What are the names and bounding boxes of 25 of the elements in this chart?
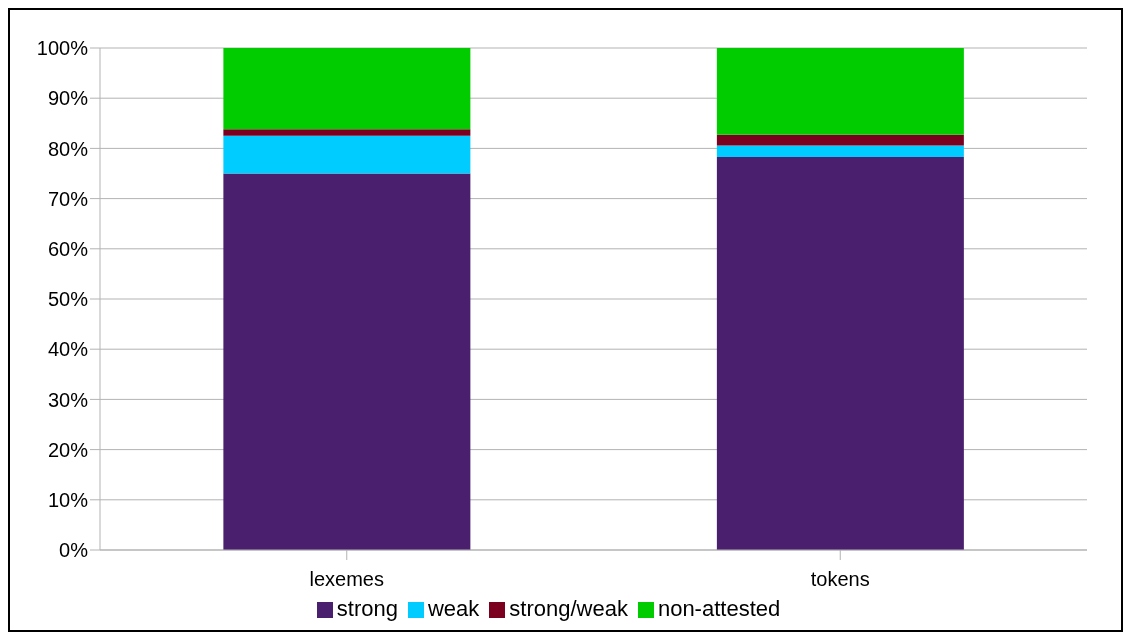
y-tick-label: 20% xyxy=(47,438,89,461)
bar xyxy=(223,129,471,136)
y-tick-label: 10% xyxy=(47,488,89,511)
bar xyxy=(716,156,964,550)
y-tick-label: 40% xyxy=(47,338,89,361)
y-tick-label: 100% xyxy=(36,37,89,60)
x-tick-label: lexemes xyxy=(309,568,384,591)
y-tick-label: 50% xyxy=(47,288,89,311)
bar xyxy=(223,48,471,130)
legend-label: strong/weak xyxy=(509,596,628,621)
legend-label: weak xyxy=(427,596,480,621)
y-tick-label: 70% xyxy=(47,187,89,210)
y-tick-label: 60% xyxy=(47,237,89,260)
y-tick-label: 90% xyxy=(47,87,89,110)
x-tick-label: tokens xyxy=(810,568,870,591)
y-tick-label: 80% xyxy=(47,137,89,160)
y-tick-label: 30% xyxy=(47,388,89,411)
legend-label: non-attested xyxy=(657,596,781,621)
y-tick-label: 0% xyxy=(59,539,89,562)
bar xyxy=(716,48,964,135)
bar xyxy=(716,145,964,157)
bar xyxy=(716,134,964,146)
bar xyxy=(223,135,471,174)
bar xyxy=(223,173,471,550)
legend-label: strong xyxy=(336,596,398,621)
